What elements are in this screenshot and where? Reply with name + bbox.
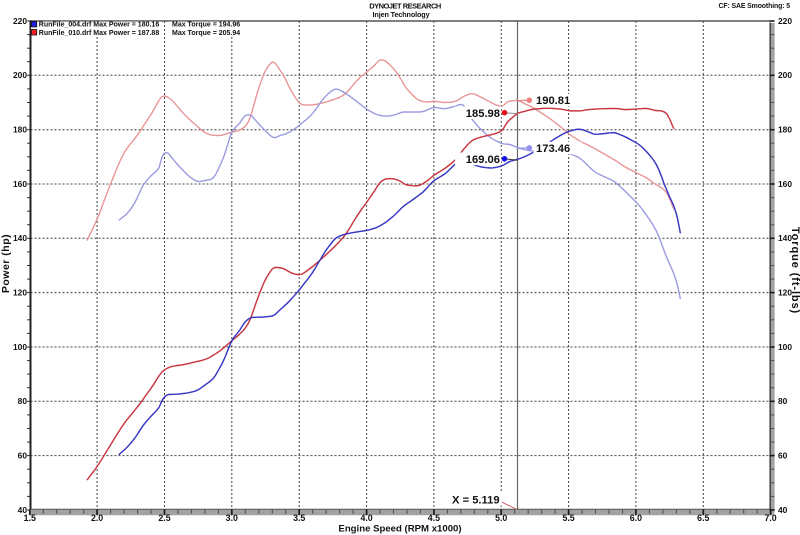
svg-text:40: 40 [778, 505, 788, 515]
svg-text:160: 160 [778, 179, 792, 189]
svg-text:220: 220 [13, 16, 27, 26]
svg-text:4.5: 4.5 [428, 513, 440, 523]
svg-text:DYNOJET RESEARCH: DYNOJET RESEARCH [369, 1, 441, 10]
svg-text:60: 60 [778, 450, 788, 460]
svg-text:Torque (ft-lbs): Torque (ft-lbs) [789, 227, 800, 314]
svg-text:40: 40 [18, 505, 28, 515]
svg-text:Injen Technology: Injen Technology [373, 10, 430, 19]
svg-text:4.0: 4.0 [360, 513, 372, 523]
svg-text:Power (hp): Power (hp) [0, 234, 12, 293]
svg-text:X = 5.119: X = 5.119 [452, 495, 500, 507]
svg-text:120: 120 [13, 287, 27, 297]
svg-text:3.5: 3.5 [293, 513, 305, 523]
svg-text:185.98: 185.98 [466, 108, 500, 120]
svg-text:180: 180 [13, 125, 27, 135]
svg-text:80: 80 [778, 396, 788, 406]
svg-text:200: 200 [778, 70, 792, 80]
svg-text:3.0: 3.0 [226, 513, 238, 523]
svg-text:140: 140 [13, 233, 27, 243]
svg-text:Max Torque = 194.96: Max Torque = 194.96 [172, 22, 240, 29]
svg-text:169.06: 169.06 [466, 154, 500, 166]
svg-text:180: 180 [778, 125, 792, 135]
svg-text:RunFile_004.drf Max Power = 18: RunFile_004.drf Max Power = 180.16 [39, 22, 160, 29]
svg-text:2.5: 2.5 [158, 513, 170, 523]
svg-text:CF: SAE Smoothing: 5: CF: SAE Smoothing: 5 [719, 3, 791, 10]
svg-text:120: 120 [778, 287, 792, 297]
svg-text:140: 140 [778, 233, 792, 243]
svg-text:60: 60 [18, 450, 28, 460]
svg-text:7.0: 7.0 [764, 513, 776, 523]
svg-text:100: 100 [778, 342, 792, 352]
svg-text:Engine Speed (RPM x1000): Engine Speed (RPM x1000) [338, 523, 461, 534]
svg-text:Max Torque = 205.94: Max Torque = 205.94 [172, 30, 240, 37]
svg-text:100: 100 [13, 342, 27, 352]
svg-text:5.5: 5.5 [562, 513, 574, 523]
svg-text:6.5: 6.5 [697, 513, 709, 523]
svg-text:173.46: 173.46 [536, 143, 570, 155]
svg-text:80: 80 [18, 396, 28, 406]
svg-text:6.0: 6.0 [630, 513, 642, 523]
svg-text:1.5: 1.5 [24, 513, 36, 523]
svg-text:5.0: 5.0 [495, 513, 507, 523]
svg-text:220: 220 [778, 16, 792, 26]
svg-text:160: 160 [13, 179, 27, 189]
svg-text:RunFile_010.drf Max Power = 18: RunFile_010.drf Max Power = 187.88 [39, 30, 160, 37]
svg-text:2.0: 2.0 [91, 513, 103, 523]
svg-text:200: 200 [13, 70, 27, 80]
svg-text:190.81: 190.81 [536, 95, 570, 107]
